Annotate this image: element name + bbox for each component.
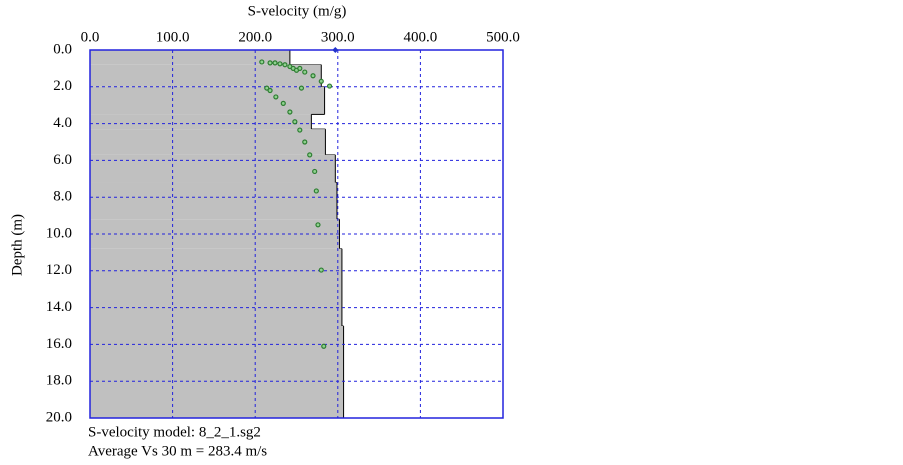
- data-point: [280, 100, 286, 106]
- layer: [90, 64, 322, 87]
- note: Average Vs 30 m = 283.4 m/s: [88, 443, 267, 459]
- data-point: [272, 60, 278, 66]
- y-tick-label: 6.0: [53, 152, 72, 168]
- layer: [90, 114, 312, 130]
- data-point: [273, 94, 279, 100]
- layer: [90, 129, 326, 155]
- layer: [90, 182, 337, 220]
- layer: [90, 154, 336, 183]
- x-tick-label: 100.0: [156, 29, 190, 45]
- y-tick-label: 18.0: [46, 373, 72, 389]
- data-point: [315, 222, 321, 228]
- y-tick-label: 14.0: [46, 299, 72, 315]
- layer: [90, 50, 290, 65]
- y-tick-label: 4.0: [53, 115, 72, 131]
- data-point: [297, 127, 303, 133]
- layer: [90, 219, 340, 249]
- data-point: [302, 139, 308, 145]
- layer: [90, 326, 344, 418]
- data-point: [297, 65, 303, 72]
- data-point: [310, 73, 316, 79]
- note: S-velocity model: 8_2_1.sg2: [88, 424, 261, 440]
- y-tick-label: 10.0: [46, 225, 72, 241]
- data-point: [267, 87, 273, 94]
- data-point: [287, 109, 293, 115]
- y-tick-label: 2.0: [53, 78, 72, 94]
- data-point: [321, 343, 327, 349]
- x-tick-label: 400.0: [404, 29, 438, 45]
- x-tick-label: 200.0: [238, 29, 272, 45]
- y-tick-label: 12.0: [46, 262, 72, 278]
- plot-border: [89, 49, 504, 419]
- data-point: [282, 62, 288, 68]
- y-tick-label: 16.0: [46, 336, 72, 352]
- data-point: [312, 168, 318, 175]
- y-axis-label: Depth (m): [9, 214, 25, 276]
- data-point: [318, 78, 324, 84]
- marker: [332, 47, 339, 53]
- data-point: [267, 60, 273, 66]
- data-point: [292, 119, 298, 125]
- x-tick-label: 300.0: [321, 29, 355, 45]
- data-point: [264, 85, 270, 91]
- data-point: [307, 152, 313, 158]
- chart-title: S-velocity (m/g): [248, 3, 347, 19]
- y-tick-label: 20.0: [46, 409, 72, 425]
- x-tick-label: 0.0: [81, 29, 100, 45]
- layer: [90, 86, 325, 115]
- data-point: [302, 69, 308, 75]
- layer: [90, 248, 342, 326]
- data-point: [259, 59, 265, 65]
- data-point: [326, 83, 333, 89]
- data-point: [313, 188, 319, 194]
- data-point: [298, 85, 305, 91]
- y-tick-label: 8.0: [53, 189, 72, 205]
- data-point: [277, 61, 283, 67]
- x-tick-label: 500.0: [486, 29, 520, 45]
- y-tick-label: 0.0: [53, 41, 72, 57]
- data-point: [318, 267, 324, 273]
